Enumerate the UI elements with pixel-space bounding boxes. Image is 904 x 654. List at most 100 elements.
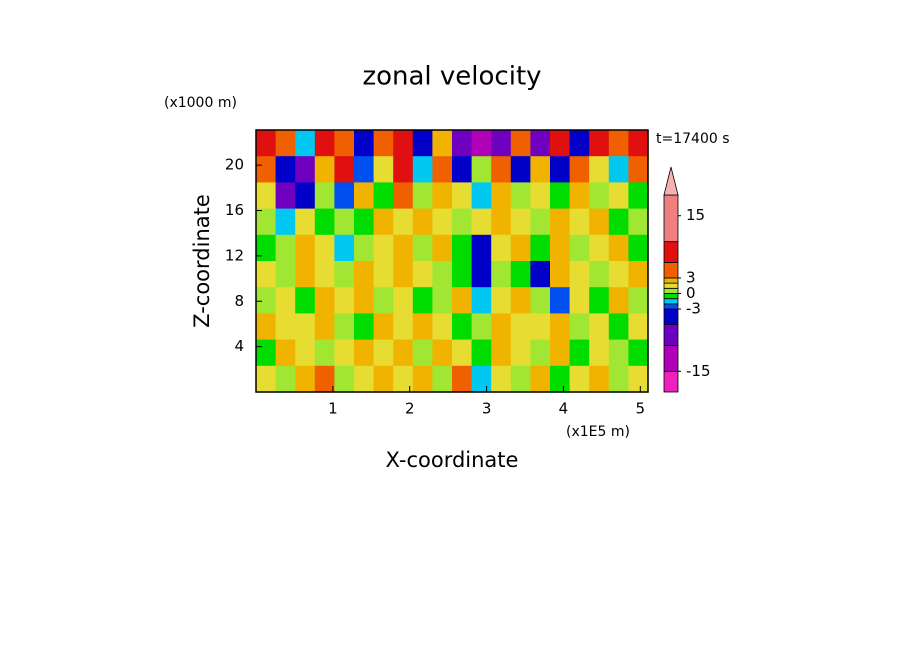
- field-cell: [510, 182, 531, 210]
- field-cell: [334, 287, 355, 314]
- field-cell: [569, 156, 590, 183]
- field-cell: [510, 313, 531, 341]
- field-cell: [432, 339, 453, 367]
- field-cell: [275, 287, 296, 314]
- field-cell: [530, 208, 551, 236]
- field-cell: [550, 339, 571, 367]
- field-cell: [275, 261, 296, 288]
- field-cell: [373, 339, 394, 367]
- field-cell: [628, 287, 649, 314]
- x-tick-label: 4: [559, 400, 569, 418]
- field-cell: [412, 313, 433, 341]
- field-cell: [334, 208, 355, 236]
- field-cell: [569, 365, 590, 393]
- field-cell: [373, 234, 394, 262]
- field-cell: [550, 234, 571, 262]
- field-cell: [530, 156, 551, 183]
- x-tick-label: 2: [405, 400, 415, 418]
- field-cell: [412, 287, 433, 314]
- field-cell: [452, 287, 473, 314]
- field-cell: [314, 156, 335, 183]
- field-cell: [608, 182, 629, 210]
- field-cell: [314, 365, 335, 393]
- field-cell: [314, 208, 335, 236]
- field-cell: [471, 208, 492, 236]
- field-cell: [471, 339, 492, 367]
- field-cell: [471, 287, 492, 314]
- y-tick-label: 12: [225, 246, 244, 264]
- x-axis-title: X-coordinate: [386, 448, 519, 472]
- field-cell: [569, 313, 590, 341]
- field-cell: [628, 234, 649, 262]
- field-cell: [628, 313, 649, 341]
- colorbar-segment: [663, 344, 679, 372]
- field-cell: [471, 261, 492, 288]
- colorbar-tick-label: 3: [686, 268, 696, 286]
- field-cell: [354, 156, 375, 183]
- field-cell: [491, 156, 512, 183]
- field-cell: [589, 182, 610, 210]
- field-cell: [628, 261, 649, 288]
- field-cell: [412, 365, 433, 393]
- field-cell: [452, 339, 473, 367]
- field-cell: [491, 208, 512, 236]
- field-cell: [628, 365, 649, 393]
- field-cell: [452, 156, 473, 183]
- field-cell: [589, 234, 610, 262]
- field-cell: [432, 313, 453, 341]
- time-label: t=17400 s: [656, 131, 730, 147]
- field-cell: [569, 130, 590, 157]
- field-cell: [530, 130, 551, 157]
- field-cell: [393, 208, 414, 236]
- field-cell: [608, 287, 629, 314]
- field-cell: [393, 365, 414, 393]
- field-cell: [569, 261, 590, 288]
- field-cell: [256, 156, 277, 183]
- field-cell: [608, 156, 629, 183]
- field-cell: [471, 234, 492, 262]
- field-cell: [550, 130, 571, 157]
- field-cell: [569, 339, 590, 367]
- colorbar-segment: [663, 293, 679, 300]
- field-cell: [354, 339, 375, 367]
- field-cell: [550, 287, 571, 314]
- field-cell: [530, 261, 551, 288]
- field-cell: [452, 208, 473, 236]
- y-axis-title: Z-coordinate: [190, 194, 214, 328]
- field-cell: [569, 182, 590, 210]
- field-cell: [510, 339, 531, 367]
- field-cell: [550, 208, 571, 236]
- field-cell: [510, 234, 531, 262]
- colorbar-tick-label: 15: [686, 206, 705, 224]
- field-cell: [256, 313, 277, 341]
- field-cell: [608, 313, 629, 341]
- field-cell: [354, 208, 375, 236]
- field-cell: [452, 313, 473, 341]
- colorbar-tick-label: 0: [686, 284, 696, 302]
- field-cell: [412, 130, 433, 157]
- field-cell: [510, 130, 531, 157]
- field-cell: [314, 234, 335, 262]
- field-cell: [295, 287, 316, 314]
- colorbar-segment: [663, 287, 679, 294]
- field-cell: [452, 261, 473, 288]
- field-cell: [334, 182, 355, 210]
- field-cell: [491, 313, 512, 341]
- field-cell: [256, 261, 277, 288]
- field-cell: [354, 182, 375, 210]
- field-cell: [334, 313, 355, 341]
- field-cell: [628, 156, 649, 183]
- field-cell: [510, 365, 531, 393]
- field-cell: [295, 365, 316, 393]
- colorbar-segment: [663, 370, 679, 393]
- y-unit-label: (x1000 m): [164, 95, 237, 111]
- field-cell: [471, 313, 492, 341]
- field-cell: [275, 365, 296, 393]
- field-cell: [295, 339, 316, 367]
- colorbar-segment: [663, 308, 679, 326]
- field-cell: [412, 208, 433, 236]
- field-cell: [608, 208, 629, 236]
- field-cell: [393, 130, 414, 157]
- field-cell: [530, 287, 551, 314]
